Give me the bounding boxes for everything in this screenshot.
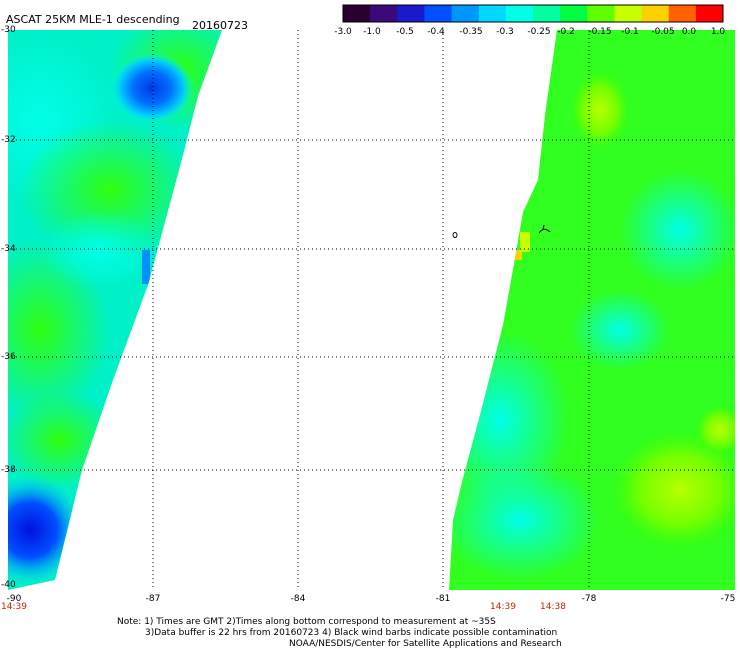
colorbar-tick: 1.0 bbox=[710, 27, 726, 37]
note-line-1: Note: 1) Times are GMT 2)Times along bot… bbox=[117, 617, 496, 627]
note-line-2: 3)Data buffer is 22 hrs from 20160723 4)… bbox=[145, 628, 558, 638]
colorbar-swatch bbox=[614, 5, 643, 22]
lat-label: -40 bbox=[1, 580, 16, 590]
colorbar-swatch bbox=[641, 5, 670, 22]
lat-label: -36 bbox=[1, 352, 16, 362]
colorbar-border bbox=[342, 4, 724, 23]
time-left: 14:39 bbox=[1, 602, 27, 612]
lon-label: -87 bbox=[145, 594, 161, 604]
colorbar-tick: -0.05 bbox=[651, 27, 675, 37]
colorbar-tick: -0.15 bbox=[588, 27, 612, 37]
colorbar-swatch bbox=[560, 5, 588, 22]
colorbar-tick: 0.0 bbox=[681, 27, 697, 37]
colorbar-swatch bbox=[451, 5, 480, 22]
colorbar-swatch bbox=[587, 5, 615, 22]
lat-label: -32 bbox=[1, 135, 16, 145]
colorbar bbox=[342, 4, 724, 23]
note-line-3: NOAA/NESDIS/Center for Satellite Applica… bbox=[289, 639, 562, 649]
lon-label: -75 bbox=[720, 594, 736, 604]
colorbar-swatch bbox=[370, 5, 398, 22]
colorbar-swatch bbox=[397, 5, 425, 22]
lat-label: -34 bbox=[1, 244, 16, 254]
colorbar-tick: -0.4 bbox=[427, 27, 445, 37]
colorbar-swatch bbox=[343, 5, 371, 22]
lon-label: -81 bbox=[435, 594, 451, 604]
map-title: ASCAT 25KM MLE-1 descending bbox=[6, 13, 180, 26]
lon-label: -90 bbox=[6, 594, 22, 604]
colorbar-swatch bbox=[505, 5, 534, 22]
right-swath bbox=[449, 30, 735, 590]
colorbar-tick: -3.0 bbox=[334, 27, 352, 37]
time-right-b: 14:38 bbox=[540, 602, 566, 612]
colorbar-swatch bbox=[668, 5, 697, 22]
colorbar-swatch bbox=[478, 5, 507, 22]
grid-lines bbox=[8, 30, 735, 590]
left-swath bbox=[8, 30, 222, 590]
lon-label: -84 bbox=[290, 594, 306, 604]
map-date: 20160723 bbox=[192, 19, 248, 32]
colorbar-tick: -0.3 bbox=[496, 27, 514, 37]
colorbar-tick: -0.1 bbox=[621, 27, 639, 37]
colorbar-tick: -0.5 bbox=[396, 27, 414, 37]
time-right-a: 14:39 bbox=[490, 602, 516, 612]
colorbar-swatch bbox=[424, 5, 453, 22]
colorbar-tick: -0.2 bbox=[557, 27, 575, 37]
colorbar-tick: -1.0 bbox=[363, 27, 381, 37]
lat-label: -30 bbox=[1, 25, 16, 35]
colorbar-swatch bbox=[533, 5, 561, 22]
lat-label: -38 bbox=[1, 465, 16, 475]
colorbar-tick: -0.25 bbox=[527, 27, 551, 37]
lon-label: -78 bbox=[581, 594, 597, 604]
island-markers bbox=[452, 224, 551, 238]
colorbar-swatch bbox=[695, 5, 724, 22]
colorbar-tick: -0.35 bbox=[459, 27, 483, 37]
